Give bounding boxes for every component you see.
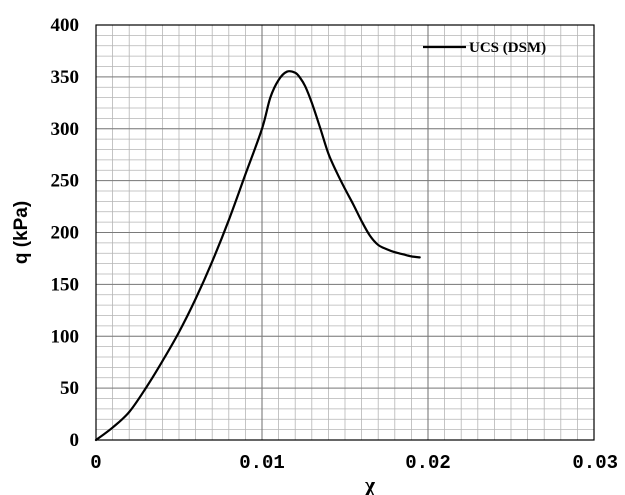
y-tick-label: 350 [51, 67, 80, 88]
y-tick-label: 0 [70, 430, 80, 451]
y-tick-label: 200 [51, 223, 80, 244]
legend-label: UCS (DSM) [469, 40, 546, 56]
x-tick-label: 0 [90, 452, 101, 474]
y-tick-label: 50 [60, 378, 79, 399]
plot-area-frame [95, 24, 595, 441]
y-axis: 0 50 100 150 200 250 300 350 400 [51, 15, 80, 451]
y-tick-label: 300 [51, 119, 80, 140]
x-axis-label: χ [364, 472, 376, 495]
series-line [94, 70, 421, 442]
x-tick-label: 0.01 [239, 452, 285, 474]
y-tick-label: 250 [51, 171, 80, 192]
y-tick-label: 100 [51, 326, 80, 347]
y-tick-label: 150 [51, 274, 80, 295]
major-grid [96, 25, 594, 440]
x-tick-label: 0.02 [405, 452, 451, 474]
y-tick-label: 400 [51, 15, 80, 36]
legend: UCS (DSM) [423, 40, 546, 56]
series-layer [94, 70, 421, 442]
y-axis-label: q (kPa) [11, 201, 32, 264]
x-tick-label: 0.03 [572, 452, 618, 474]
x-axis: 0 0.01 0.02 0.03 [90, 452, 618, 474]
